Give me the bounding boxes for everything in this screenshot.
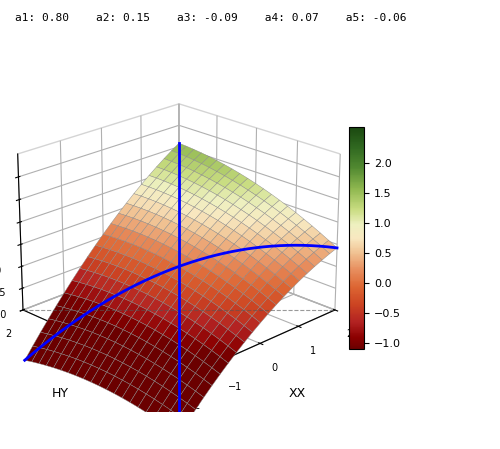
X-axis label: XX: XX [288,387,306,401]
Y-axis label: HY: HY [52,387,69,401]
Text: a1: 0.80    a2: 0.15    a3: -0.09    a4: 0.07    a5: -0.06: a1: 0.80 a2: 0.15 a3: -0.09 a4: 0.07 a5:… [15,13,406,23]
